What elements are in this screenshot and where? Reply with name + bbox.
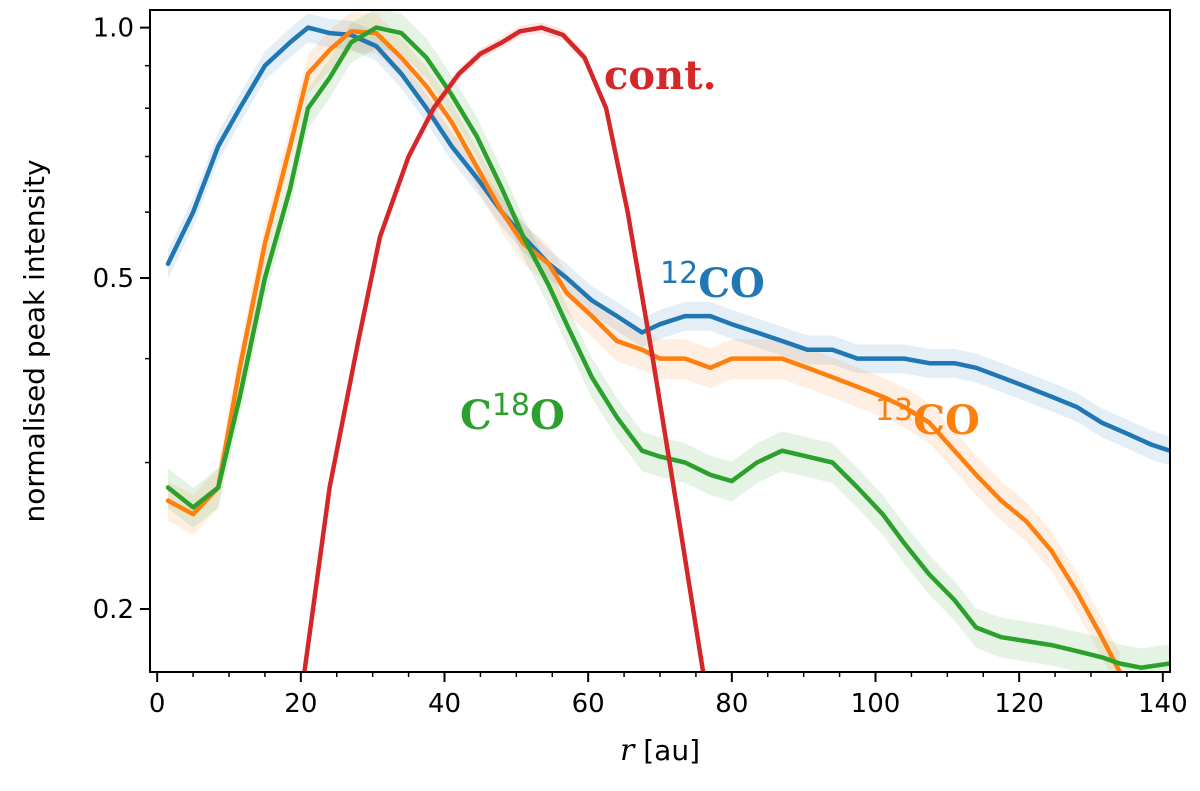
series-label-cont: cont.: [604, 52, 717, 99]
series-band-13co: [168, 11, 1120, 672]
x-axis-label: r [au]: [620, 733, 700, 768]
series-line-c18o: [165, 25, 1170, 670]
x-tick-label: 80: [715, 689, 748, 719]
x-axis-label-variable: r: [620, 733, 636, 768]
x-tick-label: 120: [994, 689, 1044, 719]
series-label-c18o: C18O: [460, 388, 565, 439]
x-tick-label: 20: [284, 689, 317, 719]
x-tick-label: 60: [572, 689, 605, 719]
x-tick-label: 140: [1138, 689, 1188, 719]
series-label-c18o-sup: 18: [492, 388, 530, 423]
y-axis-ticks: 1.0 0.5 0.2: [93, 14, 150, 625]
y-tick-label: 0.2: [93, 595, 134, 625]
series-label-13co-main: CO: [913, 397, 980, 444]
series-label-13co: 13CO: [875, 393, 980, 444]
series-label-cont-main: cont.: [604, 52, 717, 99]
series-band-12co: [168, 13, 1170, 466]
series-line-cont: [302, 25, 706, 672]
x-tick-label: 40: [428, 689, 461, 719]
series-label-13co-sup: 13: [875, 393, 913, 428]
x-tick-label: 100: [851, 689, 901, 719]
x-axis-label-unit: [au]: [634, 734, 700, 767]
x-axis-ticks: 0 20 40 60 80 100 120 140: [149, 672, 1188, 719]
series-label-12co-sup: 12: [660, 256, 698, 291]
series-label-c18o-post: O: [530, 392, 565, 439]
series-label-c18o-pre: C: [460, 392, 492, 439]
series-label-12co: 12CO: [660, 256, 765, 307]
y-tick-label: 1.0: [93, 14, 134, 44]
series-label-12co-main: CO: [698, 260, 765, 307]
series-line-12co: [165, 25, 1170, 453]
y-tick-label: 0.5: [93, 264, 134, 294]
uncertainty-bands: [168, 10, 1170, 672]
series-lines: [165, 25, 1170, 672]
y-axis-label: normalised peak intensity: [18, 159, 51, 522]
x-tick-label: 0: [149, 689, 166, 719]
series-line-13co: [165, 29, 1122, 672]
